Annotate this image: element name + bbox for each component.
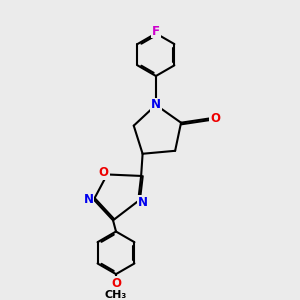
Text: O: O [210,112,220,125]
Text: N: N [138,196,148,209]
Text: F: F [152,25,160,38]
Text: O: O [111,278,121,290]
Text: CH₃: CH₃ [105,290,127,300]
Text: N: N [151,98,161,112]
Text: N: N [83,193,94,206]
Text: O: O [99,166,109,178]
